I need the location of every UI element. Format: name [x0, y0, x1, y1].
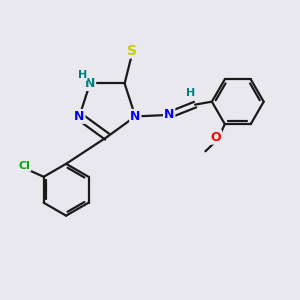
Text: N: N [74, 110, 85, 123]
Text: H: H [78, 70, 87, 80]
Text: N: N [164, 108, 174, 122]
Text: N: N [130, 110, 140, 123]
Text: H: H [186, 88, 195, 98]
Text: Cl: Cl [19, 161, 31, 171]
Text: N: N [85, 77, 95, 90]
Text: O: O [210, 131, 221, 144]
Text: S: S [127, 44, 137, 58]
